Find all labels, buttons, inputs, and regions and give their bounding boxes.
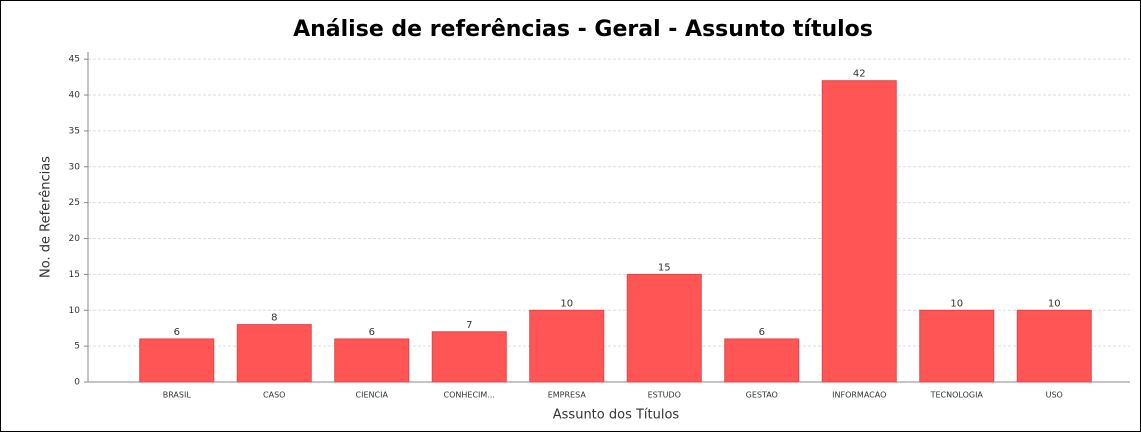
x-tick-label: USO [1046,391,1063,400]
value-label: 10 [560,298,573,309]
x-tick-label: EMPRESA [548,391,587,400]
chart-title: Análise de referências - Geral - Assunto… [293,17,873,42]
x-tick-label: GESTAO [746,391,778,400]
value-label: 6 [369,327,375,338]
value-label: 8 [271,313,277,324]
value-label: 10 [1048,298,1061,309]
value-label: 42 [853,69,866,80]
bar [236,324,312,383]
y-tick-label: 40 [69,91,81,101]
bar [139,338,215,383]
x-tick-label: ESTUDO [648,391,681,400]
bar [724,338,800,383]
y-tick-label: 20 [69,234,81,244]
y-tick-label: 30 [69,162,81,172]
bar [529,309,605,383]
x-tick-label: CONHECIM... [444,391,495,400]
y-tick-label: 15 [69,270,80,280]
bar [1016,309,1092,383]
x-tick-label: INFORMACAO [832,391,886,400]
value-label: 6 [174,327,180,338]
bar [626,273,702,383]
x-tick-label: CIENCIA [356,391,389,400]
y-tick-label: 45 [69,55,80,65]
value-label: 7 [466,320,472,331]
bar [431,331,507,383]
y-tick-label: 25 [69,198,80,208]
y-axis-label: No. de Referências [39,156,54,278]
x-axis-label: Assunto dos Títulos [553,408,680,423]
bar [334,338,410,383]
bar [821,80,897,383]
y-tick-label: 0 [74,378,80,388]
y-tick-label: 35 [69,126,80,136]
value-label: 10 [950,298,963,309]
value-label: 6 [759,327,765,338]
y-tick-label: 5 [74,342,80,352]
x-tick-label: TECNOLOGIA [930,391,984,400]
x-tick-label: BRASIL [163,391,192,400]
bar [919,309,995,383]
x-tick-label: CASO [263,391,285,400]
value-label: 15 [658,262,671,273]
y-tick-label: 10 [69,306,81,316]
